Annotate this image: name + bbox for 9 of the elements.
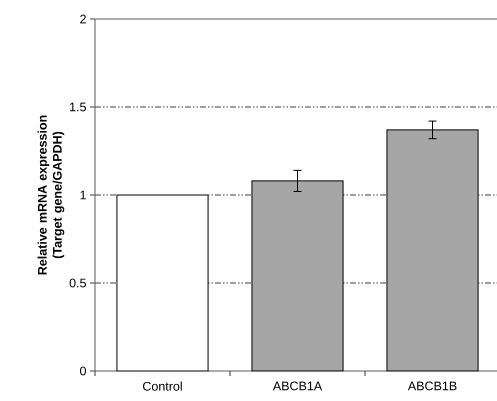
y-tick-label: 0.5 [70, 278, 86, 288]
y-tick-label: 0 [80, 366, 86, 376]
y-tick-label: 1 [80, 190, 86, 200]
x-tick-label: ABCB1B [408, 382, 457, 390]
x-tick-label: Control [143, 382, 182, 391]
y-tick-label: 1.5 [70, 102, 86, 112]
y-tick-label: 2 [80, 14, 86, 24]
x-tick-label: ABCB1A [272, 382, 322, 390]
y-axis-title: Relative mRNA expression (Target gene/GAPDH) [38, 116, 64, 274]
